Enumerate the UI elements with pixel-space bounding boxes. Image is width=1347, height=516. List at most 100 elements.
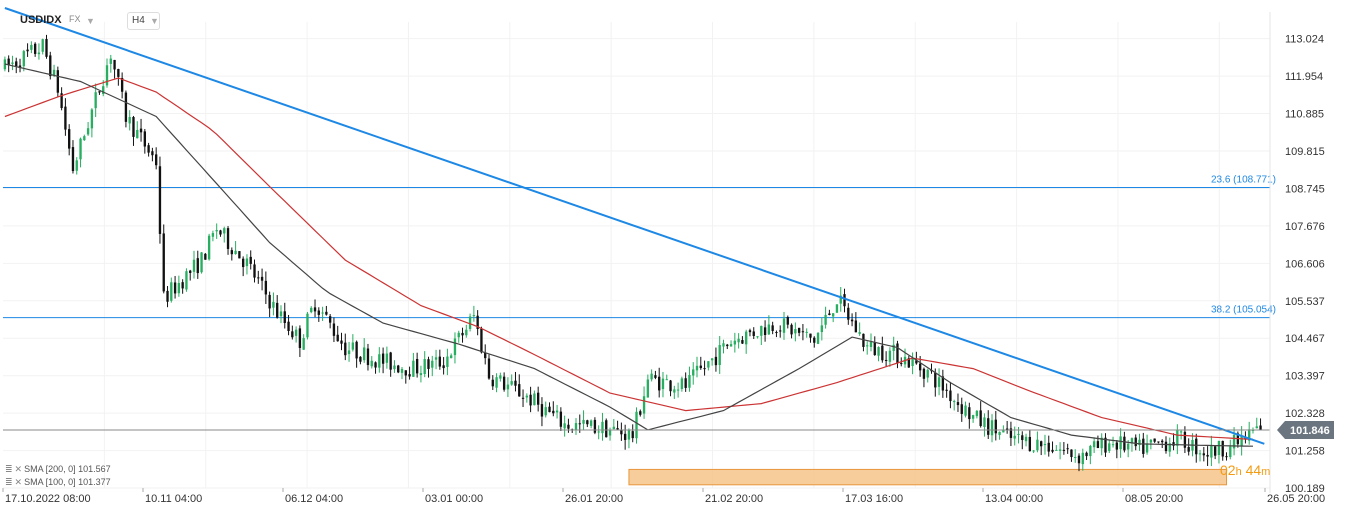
price-tick-label: 105.537 [1285,296,1325,308]
candle-body [132,117,135,137]
time-tick-label: 10.11 04:00 [145,493,202,505]
candle-body [279,311,283,317]
candle-body [79,138,82,160]
candle-body [1058,449,1062,451]
candle-body [241,258,245,268]
candle-body [94,92,97,109]
candle-body [109,58,112,64]
candle-body [1115,442,1118,450]
candle-body [359,356,362,362]
candle-body [397,365,400,373]
candle-body [1183,431,1187,448]
moving-averages [4,63,1254,447]
candle-body [272,301,275,308]
candle-body [979,410,982,427]
candle-body [1172,442,1175,446]
candle-body [1043,444,1047,446]
candle-body [1187,447,1190,452]
candle-body [627,429,631,440]
candle-body [465,329,468,336]
candle-body [1074,457,1077,459]
candle-body [45,39,48,57]
candle-body [173,282,177,294]
candle-body [756,336,759,338]
candle-body [605,420,608,438]
candle-body [525,395,528,398]
candle-body [298,328,302,348]
candle-body [642,396,646,414]
candle-body [578,423,581,425]
candle-body [752,331,755,336]
candle-body [703,368,706,370]
candle-body [797,327,801,333]
close-icon[interactable]: ✕ [14,477,23,487]
candle-body [328,316,332,323]
candle-body [1195,438,1198,455]
candle-body [268,294,271,309]
candle-body [313,307,317,312]
countdown-minutes: 44 [1245,462,1262,478]
candle-body [158,166,162,234]
candle-body [873,342,876,355]
candle-body [907,358,910,368]
candle-body [340,340,343,344]
candle-body [196,258,199,274]
candle-body [189,270,192,273]
candle-body [593,419,597,433]
candle-body [639,411,642,415]
candle-body [1138,439,1141,446]
current-price-label: 101.846 [1290,425,1330,437]
price-tick-label: 108.745 [1285,183,1325,195]
close-icon[interactable]: ✕ [14,464,23,474]
candle-body [1145,443,1149,453]
candle-body [1032,450,1035,452]
candle-body [56,70,60,93]
candle-body [695,365,699,371]
candle-body [363,347,366,361]
candle-body [835,304,839,313]
candle-body [283,311,286,324]
candle-body [238,251,241,259]
candle-body [839,295,842,304]
candle-body [854,320,858,333]
fibonacci-levels: 23.6 (108.771) 38.2 (105.054) [3,175,1276,319]
candle-body [911,358,914,367]
legend-sma100[interactable]: ≣ ✕ SMA [100, 0] 101.377 [5,477,111,488]
timeframe-selector[interactable]: H4 ▼ [127,12,160,30]
candle-body [1085,452,1088,457]
candle-body [918,363,922,371]
candle-body [813,337,816,343]
candle-body [344,342,347,356]
legend-sma200[interactable]: ≣ ✕ SMA [200, 0] 101.567 [5,464,111,475]
candle-body [294,329,298,336]
candle-body [200,252,203,273]
candle-body [347,350,351,355]
candle-body [408,374,411,377]
settings-icon[interactable]: ≣ [5,477,13,487]
candle-body [1021,435,1024,440]
candle-body [52,69,56,76]
candle-body [956,402,960,406]
candle-body [1047,442,1050,452]
candle-body [998,431,1001,436]
candle-body [881,345,884,361]
candle-body [748,330,752,333]
candle-body [170,282,173,301]
trendline [4,7,1265,445]
candle-body [884,359,888,361]
symbol-label[interactable]: USDIDX [20,14,62,26]
candle-body [385,353,389,363]
candle-body [953,401,956,403]
candle-body [22,51,25,67]
candle-body [786,317,789,325]
settings-icon[interactable]: ≣ [5,464,13,474]
candle-body [1157,441,1160,443]
candle-body [181,282,184,289]
candlestick-series [3,34,1262,472]
candle-body [370,360,373,367]
candle-body [877,347,880,356]
symbol-dropdown-icon[interactable]: ▼ [86,16,95,26]
candle-body [612,426,615,430]
candle-body [427,359,430,369]
